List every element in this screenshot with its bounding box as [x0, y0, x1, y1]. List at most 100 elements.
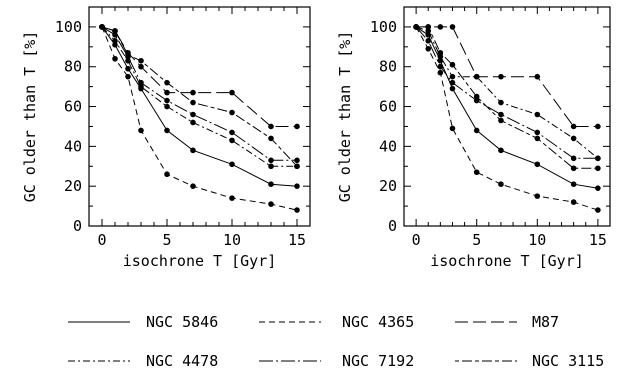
data-point — [190, 111, 196, 118]
data-point — [498, 147, 504, 154]
data-point — [437, 57, 444, 64]
data-point — [437, 63, 444, 70]
data-point — [164, 97, 170, 104]
plot-frame — [403, 6, 611, 227]
series-line-ngc-4478 — [101, 26, 297, 167]
data-point — [498, 99, 504, 106]
data-point — [595, 207, 601, 213]
x-tick-label: 5 — [472, 231, 481, 249]
x-tick-label: 10 — [528, 231, 546, 249]
data-point — [190, 99, 196, 106]
data-point — [112, 38, 118, 44]
data-point — [164, 79, 170, 86]
data-point — [570, 199, 577, 205]
legend-label: NGC 4365 — [342, 313, 414, 331]
y-tick-label: 100 — [370, 18, 397, 36]
y-tick-label: 0 — [388, 217, 397, 235]
legend-label: NGC 7192 — [342, 352, 414, 370]
series-line-m87 — [101, 26, 297, 127]
data-point — [473, 169, 480, 176]
data-point — [473, 127, 480, 134]
data-point — [570, 123, 577, 130]
plot-frame — [88, 6, 311, 227]
data-point — [229, 109, 235, 116]
data-point — [294, 183, 300, 189]
data-point — [164, 171, 170, 178]
data-point — [595, 185, 601, 191]
data-point — [294, 163, 300, 170]
data-point — [534, 111, 541, 118]
y-axis-title: GC older than T [%] — [21, 31, 39, 203]
data-point — [138, 127, 144, 134]
data-point — [498, 181, 504, 187]
data-point — [425, 38, 432, 44]
data-point — [449, 24, 456, 30]
series-line-ngc-3115 — [416, 26, 598, 169]
data-point — [138, 63, 144, 70]
y-tick-label: 40 — [64, 137, 82, 155]
data-point — [534, 135, 541, 142]
data-point — [570, 165, 577, 172]
data-point — [164, 89, 170, 96]
data-point — [449, 73, 456, 80]
data-point — [437, 53, 444, 60]
data-point — [138, 79, 144, 86]
data-point — [164, 127, 170, 134]
data-point — [570, 181, 577, 187]
y-tick-label: 20 — [64, 177, 82, 195]
x-tick-label: 0 — [97, 231, 106, 249]
data-point — [498, 73, 504, 80]
x-axis-title: isochrone T [Gyr] — [430, 252, 584, 270]
data-point — [268, 123, 274, 130]
data-point — [294, 207, 300, 213]
data-point — [138, 83, 144, 90]
y-axis-title: GC older than T [%] — [336, 31, 354, 203]
data-point — [473, 73, 480, 80]
series-line-ngc-4478 — [415, 26, 599, 159]
y-tick-label: 80 — [379, 58, 397, 76]
legend-label: M87 — [532, 313, 559, 331]
y-tick-label: 80 — [64, 58, 82, 76]
data-point — [534, 73, 541, 80]
data-point — [534, 161, 541, 168]
data-point — [268, 201, 274, 207]
data-point — [570, 135, 577, 142]
data-point — [229, 129, 235, 136]
y-tick-label: 40 — [379, 137, 397, 155]
data-point — [437, 49, 444, 56]
x-tick-label: 10 — [223, 231, 241, 249]
data-point — [190, 119, 196, 126]
series-line-ngc-4365 — [415, 26, 599, 211]
data-point — [473, 97, 480, 104]
y-tick-label: 60 — [379, 98, 397, 116]
x-axis-title: isochrone T [Gyr] — [123, 252, 277, 270]
series-line-ngc-7192 — [415, 26, 598, 159]
data-point — [437, 24, 444, 30]
data-point — [190, 147, 196, 154]
data-point — [534, 193, 541, 199]
y-tick-label: 0 — [73, 217, 82, 235]
data-point — [437, 69, 444, 76]
data-point — [229, 161, 235, 168]
data-point — [164, 103, 170, 110]
data-point — [138, 57, 144, 64]
data-point — [112, 28, 118, 34]
series-line-ngc-5846 — [415, 26, 598, 189]
data-point — [268, 163, 274, 170]
data-point — [595, 165, 601, 172]
data-point — [449, 85, 456, 92]
data-point — [425, 46, 432, 52]
data-point — [268, 181, 274, 187]
x-tick-label: 5 — [162, 231, 171, 249]
x-tick-label: 15 — [589, 231, 607, 249]
data-point — [425, 24, 432, 30]
data-point — [229, 89, 235, 96]
data-point — [125, 51, 131, 58]
data-point — [498, 117, 504, 124]
y-tick-label: 100 — [55, 18, 82, 36]
legend-label: NGC 4478 — [146, 352, 218, 370]
legend-label: NGC 5846 — [146, 313, 218, 331]
data-point — [229, 137, 235, 144]
data-point — [449, 61, 456, 68]
